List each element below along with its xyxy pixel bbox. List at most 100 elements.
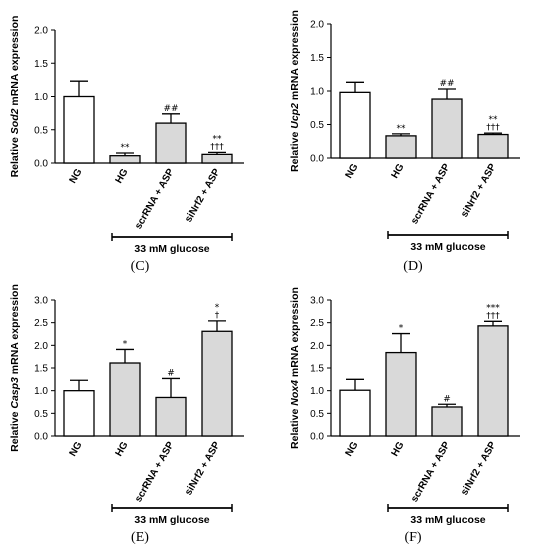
group-label: 33 mM glucose — [134, 514, 209, 526]
panel-label: (D) — [403, 259, 423, 274]
bar-0 — [63, 95, 95, 164]
group-label: 33 mM glucose — [410, 514, 485, 526]
bar-3 — [201, 153, 233, 164]
category-label-0: NG — [344, 162, 361, 181]
y-tick-label: 2.5 — [34, 318, 48, 329]
significance-marker-3: ††† — [486, 311, 500, 321]
y-axis-label-suffix: mRNA expression — [9, 284, 21, 374]
y-tick-label: 1.0 — [310, 386, 324, 397]
panel-label: (E) — [131, 530, 149, 545]
y-tick-label: 3.0 — [34, 296, 48, 307]
y-axis-label-suffix: mRNA expression — [289, 10, 301, 100]
significance-marker-1: ** — [121, 143, 131, 153]
y-tick-label: 1.5 — [34, 364, 48, 375]
y-tick-label: 0.0 — [34, 432, 48, 443]
significance-marker-2: # — [167, 368, 175, 378]
category-label-2: scrRNA + ASP — [409, 162, 453, 227]
category-label-1: HG — [390, 440, 407, 459]
bar-1 — [109, 155, 141, 164]
category-label-0: NG — [344, 440, 361, 459]
category-label-3: siNrf2 + ASP — [183, 440, 223, 498]
y-axis-label-prefix: Relative — [289, 132, 301, 172]
category-label-0: NG — [68, 167, 85, 186]
y-tick-label: 2.0 — [34, 26, 48, 37]
significance-marker-1: * — [399, 324, 404, 334]
bar-2 — [155, 396, 187, 437]
y-tick-label: 2.5 — [310, 318, 324, 329]
y-tick-label: 0.0 — [34, 159, 48, 170]
significance-marker-1: ** — [397, 124, 407, 134]
bar-0 — [339, 389, 371, 437]
bar-1 — [385, 135, 417, 159]
category-label-3: siNrf2 + ASP — [459, 440, 499, 498]
y-tick-label: 2.0 — [310, 341, 324, 352]
y-axis-label-gene: Sod2 — [9, 108, 21, 134]
y-axis-label: Relative Nox4 mRNA expression — [289, 287, 301, 449]
category-label-3: siNrf2 + ASP — [183, 167, 223, 225]
y-axis-label-prefix: Relative — [289, 409, 301, 449]
chart-panel-0: 0.0 0.5 1.0 1.5 2.0 Relative Sod2 mRNA expres… — [9, 16, 244, 274]
group-label: 33 mM glucose — [134, 243, 209, 255]
y-tick-label: 0.5 — [34, 409, 48, 420]
y-tick-label: 0.0 — [310, 154, 324, 165]
group-label: 33 mM glucose — [410, 241, 485, 253]
bar-1 — [385, 351, 417, 437]
y-tick-label: 1.5 — [34, 59, 48, 70]
significance-marker-3: ††† — [486, 123, 500, 133]
panel-label: (C) — [131, 259, 150, 274]
y-tick-label: 1.5 — [310, 53, 324, 64]
y-tick-label: 2.0 — [34, 341, 48, 352]
panel-label: (F) — [404, 530, 421, 545]
y-axis-label-prefix: Relative — [9, 137, 21, 177]
category-label-2: scrRNA + ASP — [133, 167, 177, 232]
y-axis-label-gene: Nox4 — [289, 380, 301, 406]
y-axis-label-gene: Ucp2 — [289, 103, 301, 129]
significance-marker-3: *** — [486, 303, 500, 313]
significance-marker-2: # — [443, 394, 451, 404]
y-axis-label: Relative Ucp2 mRNA expression — [289, 10, 301, 172]
category-label-1: HG — [114, 167, 131, 186]
significance-marker-3: ** — [213, 134, 223, 144]
y-axis-label: Relative Casp3 mRNA expression — [9, 284, 21, 452]
y-axis-label-gene: Casp3 — [9, 377, 21, 409]
y-tick-label: 2.0 — [310, 20, 324, 31]
y-tick-label: 0.5 — [310, 409, 324, 420]
y-axis-label-suffix: mRNA expression — [9, 16, 21, 106]
bar-3 — [201, 330, 233, 437]
category-label-2: scrRNA + ASP — [409, 440, 453, 505]
bar-3 — [477, 133, 509, 159]
y-axis-label: Relative Sod2 mRNA expression — [9, 16, 21, 178]
category-label-1: HG — [390, 162, 407, 181]
category-label-0: NG — [68, 440, 85, 459]
significance-marker-2: ## — [163, 104, 178, 114]
significance-marker-3: † — [215, 311, 220, 321]
y-tick-label: 0.0 — [310, 432, 324, 443]
significance-marker-3: * — [215, 303, 220, 313]
bar-1 — [109, 362, 141, 437]
y-tick-label: 0.5 — [34, 125, 48, 136]
y-axis-label-suffix: mRNA expression — [289, 287, 301, 377]
bar-0 — [63, 390, 95, 437]
y-axis-label-prefix: Relative — [9, 411, 21, 451]
bar-0 — [339, 91, 371, 159]
bar-2 — [155, 122, 187, 164]
significance-marker-3: ** — [489, 115, 499, 125]
chart-panel-1: 0.0 0.5 1.0 1.5 2.0 Relative Ucp2 mRNA expres… — [289, 10, 520, 274]
category-label-2: scrRNA + ASP — [133, 440, 177, 505]
category-label-1: HG — [114, 440, 131, 459]
significance-marker-2: ## — [439, 79, 454, 89]
y-tick-label: 1.0 — [34, 386, 48, 397]
chart-panel-2: 0.0 0.5 1.0 1.5 2.0 2.5 3.0 Relative Casp3 mRNA… — [9, 284, 244, 545]
bar-2 — [431, 406, 463, 437]
chart-panel-3: 0.0 0.5 1.0 1.5 2.0 2.5 3.0 Relative Nox4 mRNA … — [289, 287, 520, 545]
bar-2 — [431, 98, 463, 159]
y-tick-label: 1.5 — [310, 364, 324, 375]
significance-marker-3: ††† — [210, 142, 224, 152]
y-tick-label: 0.5 — [310, 120, 324, 131]
y-tick-label: 1.0 — [34, 92, 48, 103]
y-tick-label: 1.0 — [310, 87, 324, 98]
significance-marker-1: * — [123, 339, 128, 349]
y-tick-label: 3.0 — [310, 296, 324, 307]
category-label-3: siNrf2 + ASP — [459, 162, 499, 220]
